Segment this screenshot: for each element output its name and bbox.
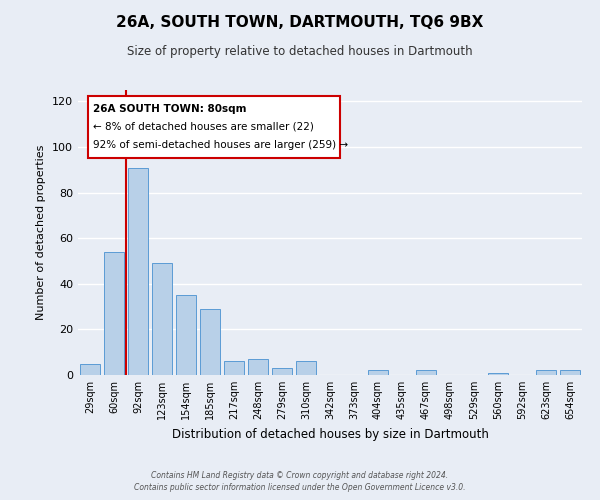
FancyBboxPatch shape [88,96,340,158]
Text: ← 8% of detached houses are smaller (22): ← 8% of detached houses are smaller (22) [93,122,314,132]
Text: 26A, SOUTH TOWN, DARTMOUTH, TQ6 9BX: 26A, SOUTH TOWN, DARTMOUTH, TQ6 9BX [116,15,484,30]
Bar [176,295,196,375]
Text: Contains HM Land Registry data © Crown copyright and database right 2024.: Contains HM Land Registry data © Crown c… [151,471,449,480]
Bar [416,370,436,375]
Bar [560,370,580,375]
Bar [80,364,100,375]
Text: 92% of semi-detached houses are larger (259) →: 92% of semi-detached houses are larger (… [93,140,348,150]
Bar [128,168,148,375]
Y-axis label: Number of detached properties: Number of detached properties [37,145,46,320]
Text: 26A SOUTH TOWN: 80sqm: 26A SOUTH TOWN: 80sqm [93,104,247,115]
Bar [296,362,316,375]
Bar [368,370,388,375]
Bar [104,252,124,375]
Text: Contains public sector information licensed under the Open Government Licence v3: Contains public sector information licen… [134,484,466,492]
Text: Size of property relative to detached houses in Dartmouth: Size of property relative to detached ho… [127,45,473,58]
Bar [200,309,220,375]
Bar [488,372,508,375]
Bar [536,370,556,375]
Bar [152,264,172,375]
Bar [248,359,268,375]
Bar [224,362,244,375]
X-axis label: Distribution of detached houses by size in Dartmouth: Distribution of detached houses by size … [172,428,488,440]
Bar [272,368,292,375]
